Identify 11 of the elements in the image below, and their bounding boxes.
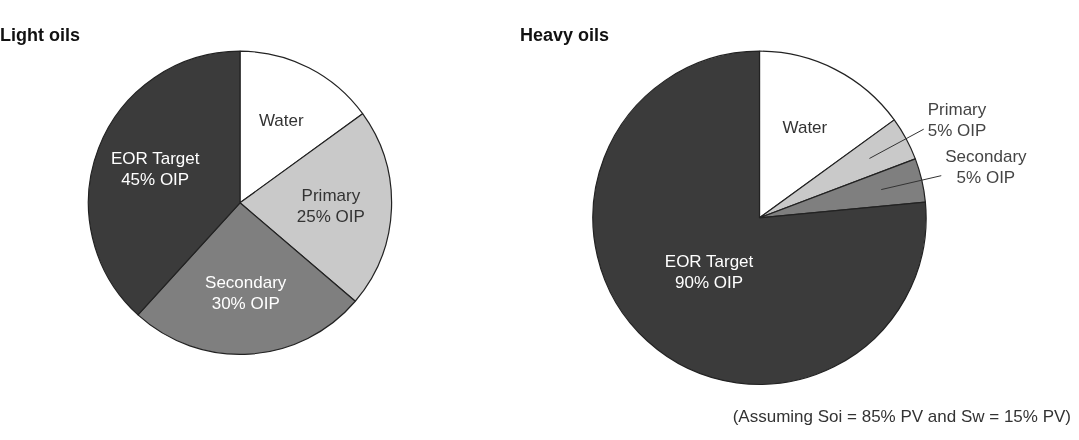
chart-title: Heavy oils: [520, 24, 610, 45]
slice-label: Secondary 5% OIP: [945, 146, 1028, 187]
text: (Assuming Soi = 85% PV and Sw = 15% PV): [732, 407, 1071, 426]
slice-label: EOR Target 90% OIP: [664, 252, 754, 293]
slice-label: Primary 25% OIP: [296, 185, 365, 226]
slice-label: Primary 5% OIP: [927, 100, 987, 141]
slice-label: EOR Target 45% OIP: [110, 149, 200, 190]
slice-label: Water: [782, 118, 828, 138]
slice-label: Water: [258, 111, 304, 131]
slice-label: Secondary 30% OIP: [205, 272, 287, 313]
chart-title: Light oils: [0, 24, 80, 45]
